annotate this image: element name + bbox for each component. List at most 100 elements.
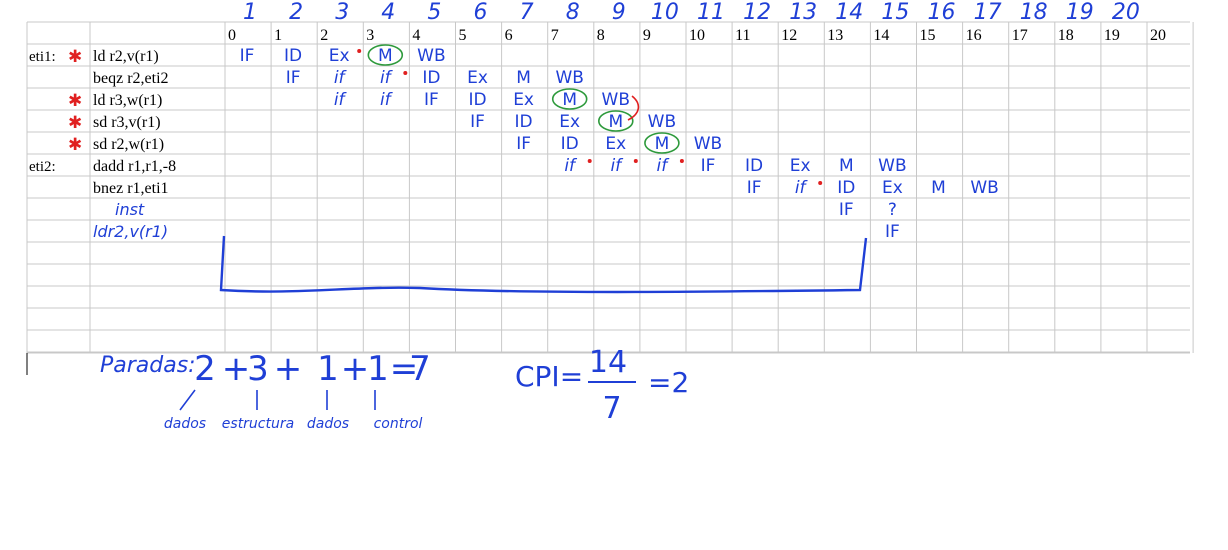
column-header: 12 [781,27,797,44]
paradas-term: 7 [409,349,431,389]
cycle-number: 1 [243,0,257,25]
stage-id: ID [468,90,486,110]
stage-if: IF [747,178,762,198]
paradas-term: 2 [194,349,216,389]
stage-wb: WB [970,178,998,198]
stage-ex: Ex [790,156,811,176]
stage-ex: Ex [882,178,903,198]
cpi-result: =2 [648,366,689,399]
column-header: 15 [920,27,936,44]
stage-if: if [610,156,624,176]
stage-m: M [839,156,854,176]
stage-if: if [334,90,348,110]
cycle-number: 20 [1112,0,1140,25]
cycle-number: 10 [651,0,679,25]
stage-ex: Ex [467,68,488,88]
stage-?: ? [888,200,897,220]
stage-ex: Ex [513,90,534,110]
stage-id: ID [284,46,302,66]
stage-circle [367,44,404,66]
column-header: 16 [966,27,982,44]
paradas-term: + [274,349,303,389]
paradas-term: + [341,349,370,389]
handwritten-instruction: inst [115,200,145,219]
column-header: 9 [643,27,651,44]
stage-if: IF [839,200,854,220]
stage-if: IF [424,90,439,110]
handwritten-instruction: ldr2,v(r1) [93,222,168,241]
stall-dot [679,159,684,163]
column-header: 2 [320,27,328,44]
instruction-text: bnez r1,eti1 [93,180,169,197]
cycle-number: 8 [566,0,580,25]
stage-ex: Ex [329,46,350,66]
row-label: eti1: [29,49,56,65]
red-star-mark: ✱ [68,91,82,111]
column-header: 19 [1104,27,1120,44]
cycle-number: 11 [697,0,725,25]
paradas-note: control [374,416,423,432]
cycle-number: 18 [1020,0,1048,25]
stage-if: if [334,68,348,88]
cycle-number: 4 [381,0,395,25]
stall-dot [403,71,408,75]
cell-grid [26,21,1194,354]
cpi-numerator: 14 [589,345,627,380]
stage-wb: WB [555,68,583,88]
column-header: 5 [459,27,467,44]
stage-m: M [378,46,393,66]
forward-arrow [627,95,640,121]
stage-if: IF [516,134,531,154]
stage-wb: WB [648,112,676,132]
handwritten-cycle-numbers: 1 2 3 4 5 6 7 8 9 10 11 12 13 14 15 16 17 18 19 20 [243,0,1140,25]
cycle-number: 16 [928,0,956,25]
stage-if: if [795,178,809,198]
instruction-text: ld r3,w(r1) [93,92,162,109]
stage-m: M [516,68,531,88]
column-header: 10 [689,27,705,44]
cycle-number: 3 [335,0,349,25]
stall-dot [633,159,638,163]
stage-ex: Ex [605,134,626,154]
stage-wb: WB [694,134,722,154]
paradas-term: = [390,349,419,389]
column-header: 17 [1012,27,1028,44]
stall-dot [587,159,592,163]
stage-id: ID [837,178,855,198]
paradas-term: 1 [317,349,339,389]
stage-if: IF [470,112,485,132]
stage-wb: WB [878,156,906,176]
column-header: 20 [1150,27,1166,44]
stage-wb: WB [602,90,630,110]
row-label: eti2: [29,159,56,175]
stage-if: if [380,68,394,88]
cpi-label: CPI= [515,360,583,393]
cycle-number: 19 [1066,0,1094,25]
column-headers: 0 1 2 3 4 5 6 7 8 9 10 11 12 13 14 15 16 17 18 19 20 [228,27,1166,44]
stage-id: ID [745,156,763,176]
paradas-note: dados [164,416,206,432]
instruction-text: dadd r1,r1,-8 [93,158,176,175]
column-header: 7 [551,27,559,44]
stage-if: if [564,156,578,176]
column-header: 8 [597,27,605,44]
stage-if: if [657,156,671,176]
paradas-term: + [222,349,251,389]
column-header: 1 [274,27,282,44]
column-header: 13 [827,27,843,44]
cycle-number: 6 [474,0,488,25]
stage-m: M [931,178,946,198]
cycle-number: 14 [835,0,863,25]
stage-if: IF [701,156,716,176]
red-star-mark: ✱ [68,113,82,133]
cycle-number: 5 [427,0,441,25]
cycle-number: 9 [612,0,626,25]
bracket-underline [219,235,868,294]
instruction-labels: eti1: ✱ ld r2,v(r1) beqz r2,eti2 ✱ ld r3,w(r1… [29,47,176,241]
cycle-number: 13 [789,0,817,25]
red-star-mark: ✱ [68,135,82,155]
stage-id: ID [561,134,579,154]
paradas-note: estructura [222,416,294,432]
stage-circle [644,132,680,154]
